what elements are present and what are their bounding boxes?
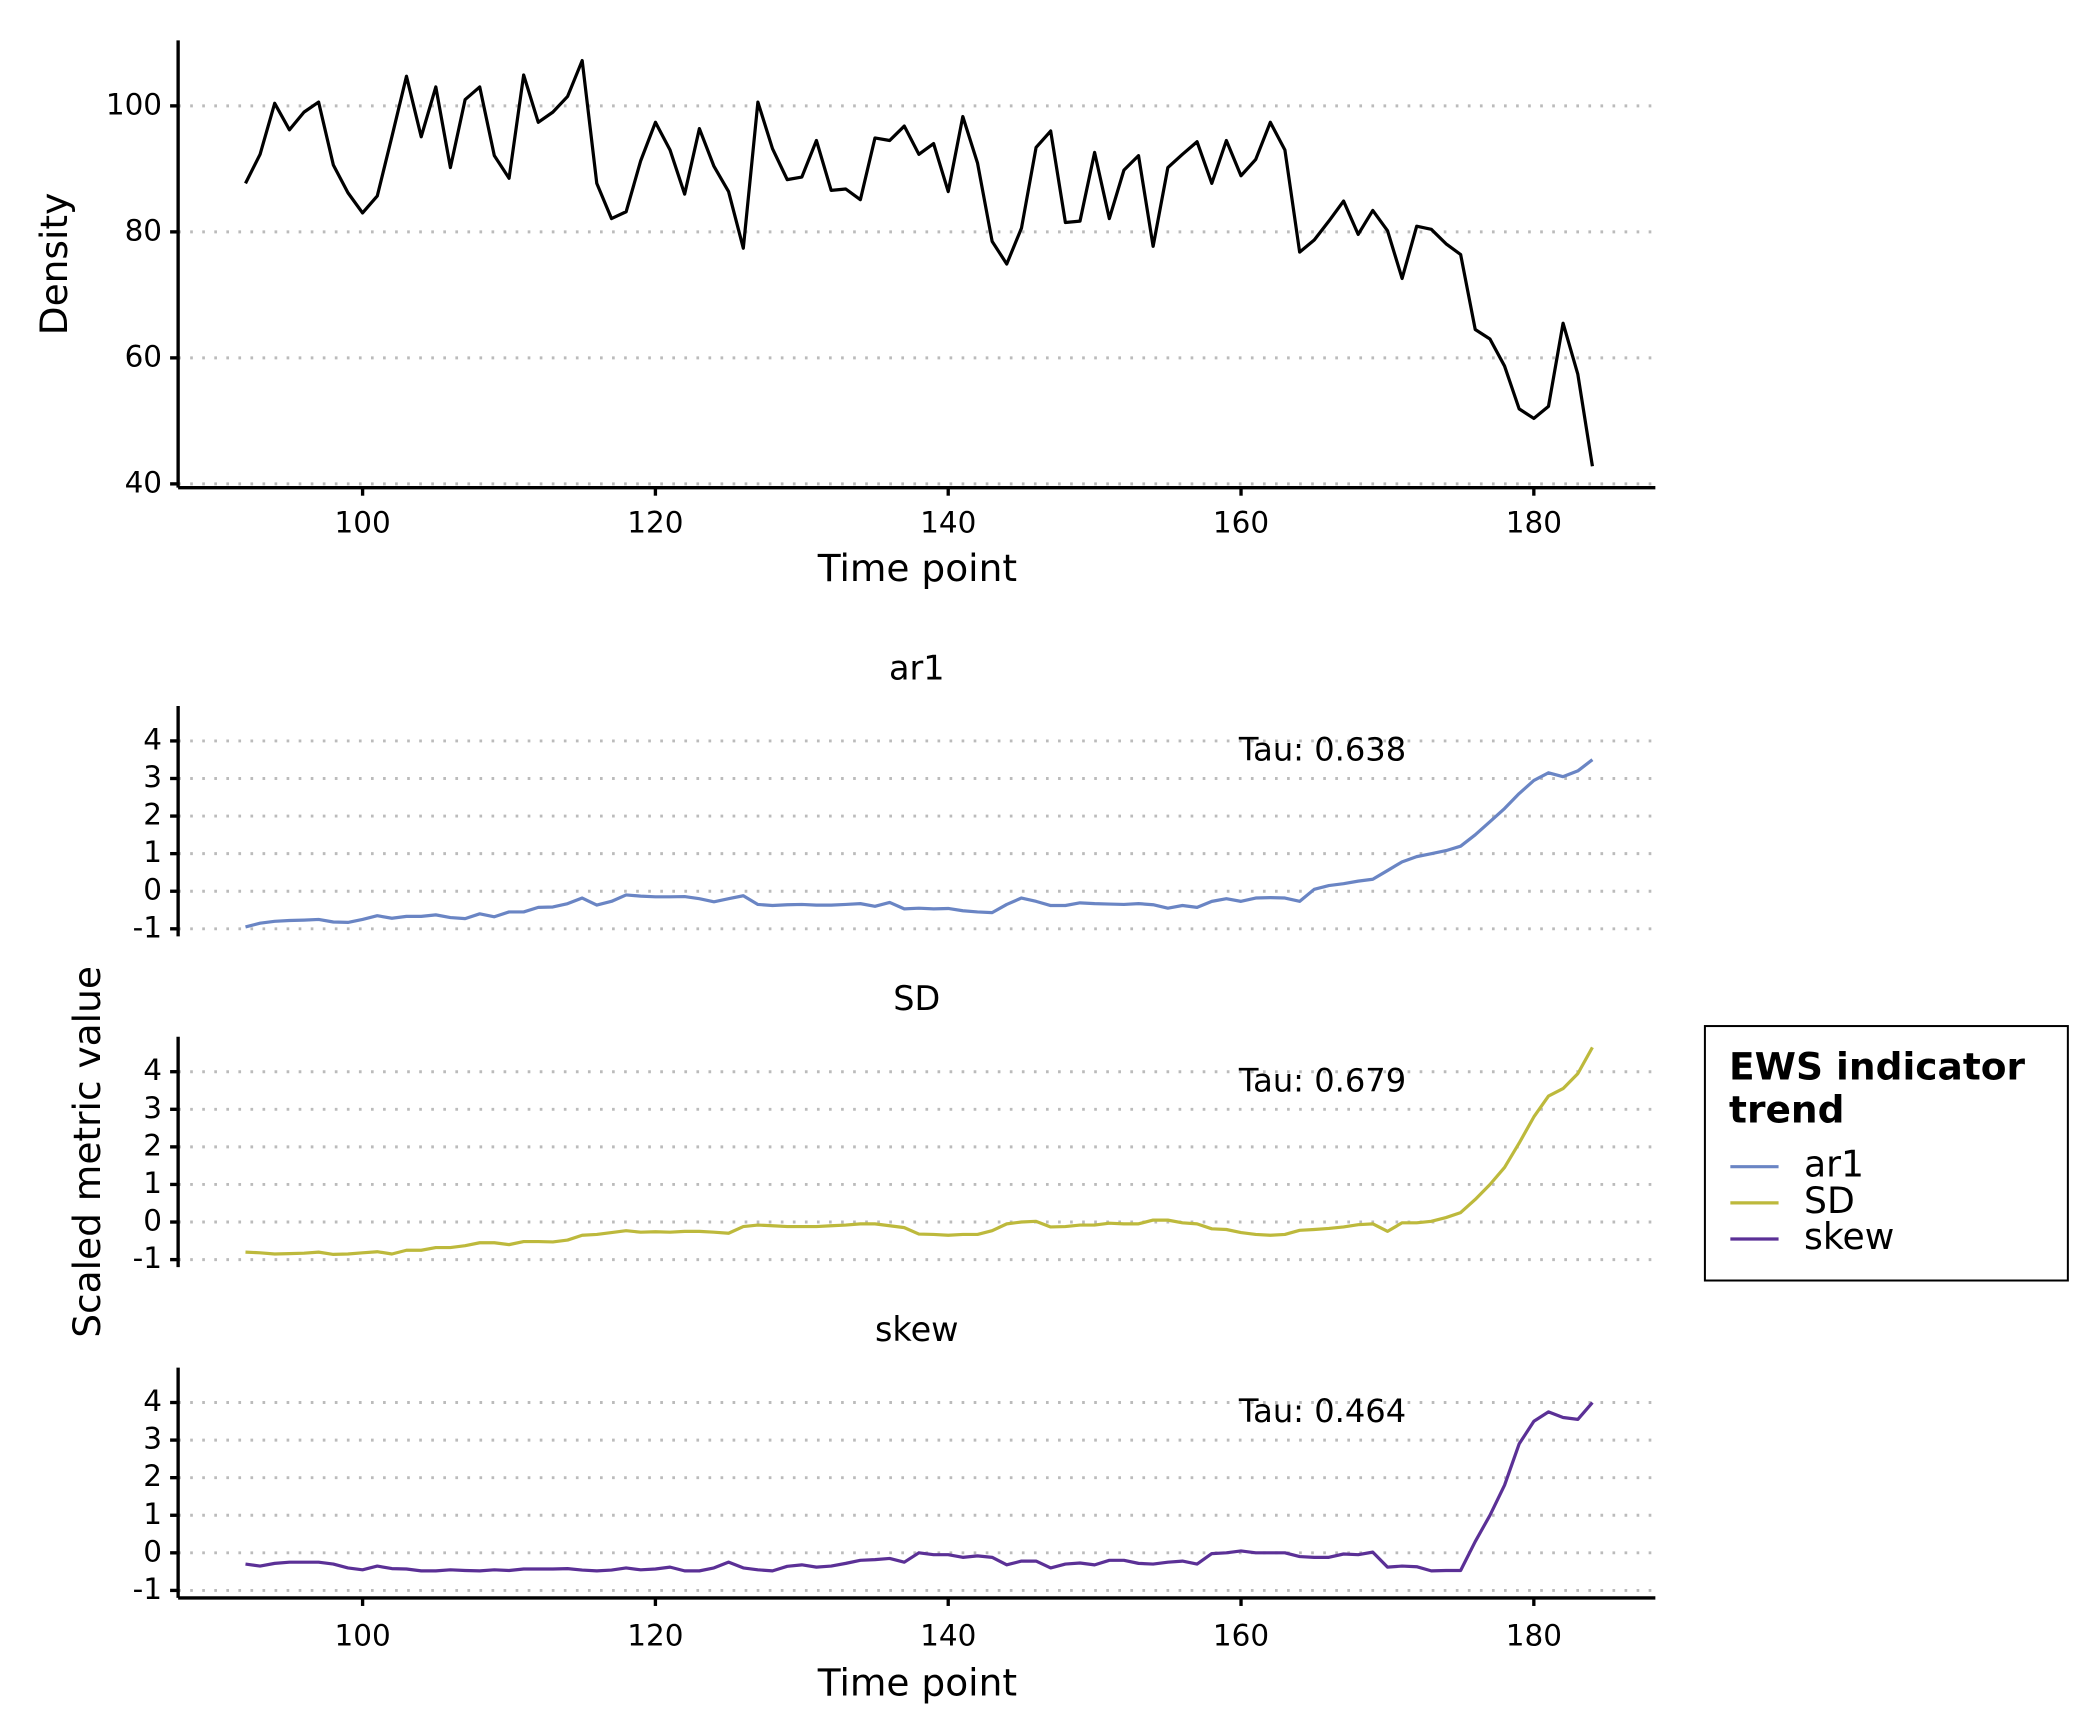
y-tick-label: 4	[143, 1053, 162, 1087]
y-tick-label: -1	[133, 1572, 162, 1606]
data-line	[244, 58, 1594, 467]
y-tick-label: 0	[143, 873, 162, 907]
x-tick-label: 120	[627, 1618, 683, 1652]
y-tick-label: 3	[143, 1091, 162, 1125]
panel-title: SD	[893, 979, 940, 1018]
y-tick-label: 1	[143, 1497, 162, 1531]
y-tick-label: 4	[143, 1384, 162, 1418]
y-tick-label: 1	[143, 835, 162, 869]
y-tick-label: 40	[125, 465, 162, 499]
y-tick-label: 0	[143, 1204, 162, 1238]
legend-title: EWS indicator trend	[1729, 1046, 2026, 1132]
panel-title: ar1	[889, 648, 945, 687]
x-axis-title: Time point	[817, 546, 1017, 590]
y-tick-label: -1	[133, 910, 162, 944]
y-tick-label: 1	[143, 1166, 162, 1200]
legend-label: ar1	[1804, 1143, 1864, 1186]
x-axis-title: Time point	[817, 1660, 1017, 1704]
x-tick-label: 180	[1506, 505, 1562, 539]
data-line	[245, 1401, 1594, 1573]
x-tick-label: 120	[627, 505, 683, 539]
y-tick-label: 0	[143, 1534, 162, 1568]
y-axis-title: Scaled metric value	[65, 966, 109, 1338]
y-tick-label: 100	[106, 87, 162, 121]
annotation: Tau: 0.679	[1238, 1061, 1406, 1099]
y-tick-label: 2	[143, 1128, 162, 1162]
y-tick-label: 60	[125, 339, 162, 373]
y-axis-title: Density	[32, 193, 76, 336]
data-line	[245, 758, 1594, 929]
x-tick-label: 140	[920, 1618, 976, 1652]
y-tick-label: 3	[143, 1422, 162, 1456]
legend-label: skew	[1804, 1215, 1894, 1258]
legend-title-box: EWS indicator trend	[1729, 1046, 2026, 1132]
y-tick-label: 2	[143, 798, 162, 832]
x-tick-label: 160	[1213, 505, 1269, 539]
legend-label: SD	[1804, 1179, 1855, 1222]
annotation: Tau: 0.638	[1238, 731, 1406, 769]
y-tick-label: 4	[143, 722, 162, 756]
y-tick-label: -1	[133, 1241, 162, 1275]
y-tick-label: 3	[143, 760, 162, 794]
x-tick-label: 160	[1213, 1618, 1269, 1652]
panel-title: skew	[875, 1310, 959, 1349]
y-tick-label: 80	[125, 213, 162, 247]
data-line	[245, 1046, 1594, 1257]
x-tick-label: 180	[1506, 1618, 1562, 1652]
y-tick-label: 2	[143, 1459, 162, 1493]
x-tick-label: 140	[920, 505, 976, 539]
annotation: Tau: 0.464	[1238, 1392, 1406, 1430]
x-tick-label: 100	[334, 1618, 390, 1652]
x-tick-label: 100	[334, 505, 390, 539]
